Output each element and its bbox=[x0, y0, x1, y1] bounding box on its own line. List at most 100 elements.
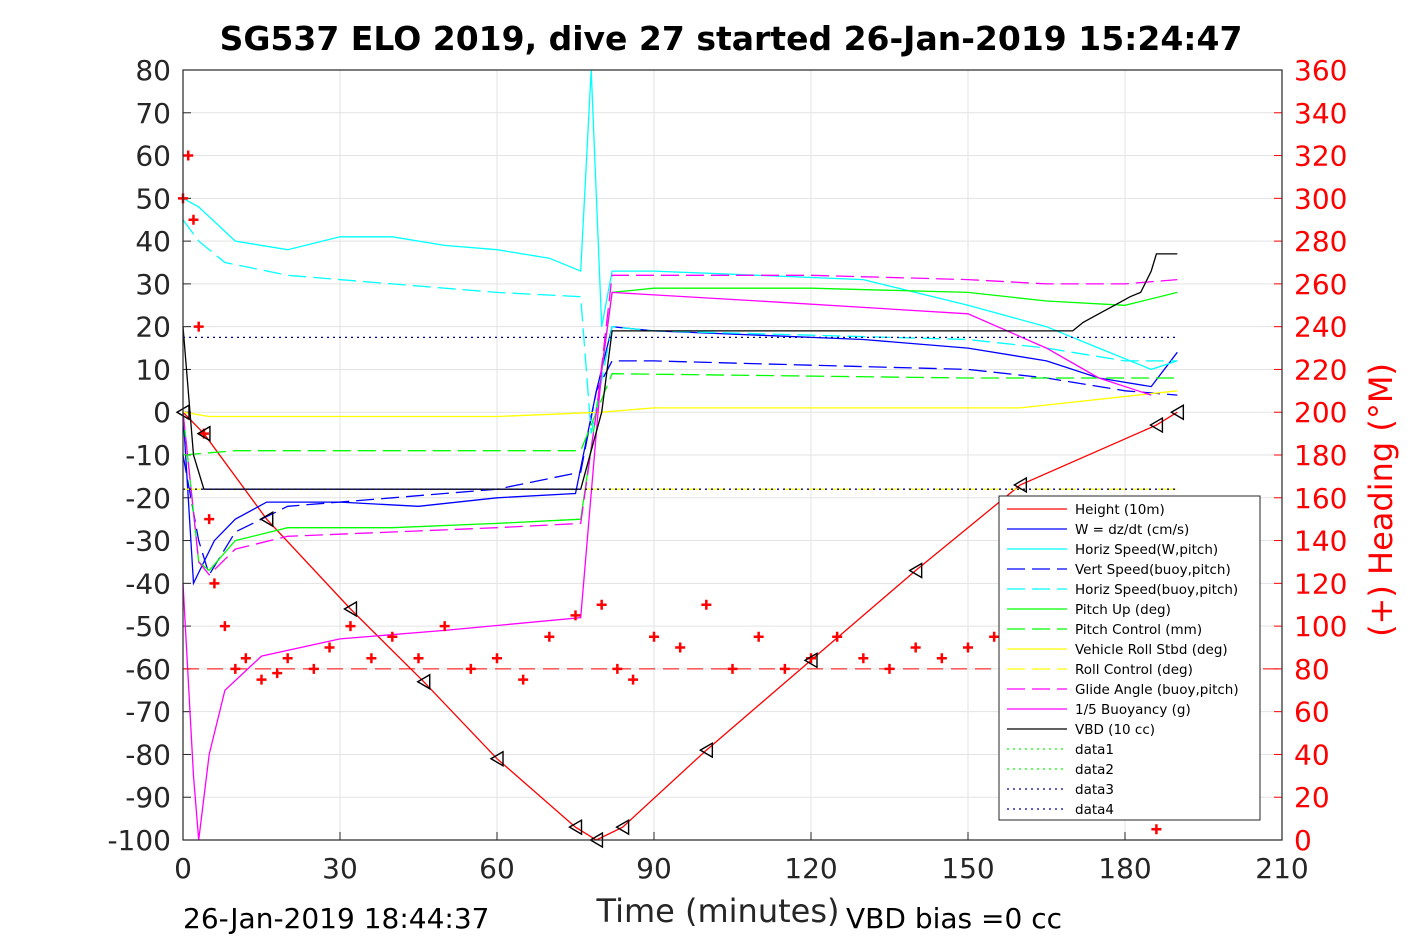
heading-point bbox=[518, 674, 529, 685]
heading-point bbox=[884, 663, 895, 674]
footer-timestamp: 26-Jan-2019 18:44:37 bbox=[183, 902, 489, 935]
axes-box bbox=[182, 69, 1283, 841]
y-tick-label: 40 bbox=[135, 225, 171, 258]
heading-point bbox=[858, 653, 869, 664]
heading-point bbox=[366, 653, 377, 664]
x-tick-label: 180 bbox=[1098, 852, 1151, 885]
y-tick-label: -20 bbox=[125, 482, 171, 515]
y-tick-label: -60 bbox=[125, 653, 171, 686]
x-tick-label: 210 bbox=[1255, 852, 1308, 885]
heading-point bbox=[308, 663, 319, 674]
heading-point bbox=[230, 663, 241, 674]
y-tick-label: 10 bbox=[135, 353, 171, 386]
y-right-tick-label: 360 bbox=[1294, 54, 1347, 87]
heading-point bbox=[465, 663, 476, 674]
y-tick-label: -30 bbox=[125, 525, 171, 558]
height-marker bbox=[343, 600, 358, 618]
heading-point bbox=[282, 653, 293, 664]
y-right-tick-label: 280 bbox=[1294, 225, 1347, 258]
heading-point bbox=[612, 663, 623, 674]
height-marker bbox=[908, 562, 923, 579]
y-tick-label: -100 bbox=[107, 824, 171, 857]
legend-label: Pitch Up (deg) bbox=[1075, 602, 1171, 618]
legend-label: Height (10m) bbox=[1075, 502, 1165, 518]
y-right-tick-label: 20 bbox=[1294, 781, 1330, 814]
heading-point bbox=[832, 631, 843, 642]
height-marker bbox=[698, 741, 714, 759]
legend-label: Glide Angle (buoy,pitch) bbox=[1075, 682, 1239, 698]
legend-label: VBD (10 cc) bbox=[1075, 722, 1155, 738]
y-right-tick-label: 160 bbox=[1294, 482, 1347, 515]
heading-point bbox=[675, 642, 686, 653]
legend-label: Roll Control (deg) bbox=[1075, 662, 1193, 678]
heading-point bbox=[188, 214, 199, 225]
y-tick-label: 80 bbox=[135, 54, 171, 87]
y-tick-label: 30 bbox=[135, 268, 171, 301]
y-tick-label: -90 bbox=[125, 781, 171, 814]
y-right-tick-label: 0 bbox=[1294, 824, 1312, 857]
y-tick-label: 50 bbox=[135, 182, 171, 215]
legend: Height (10m) W = dz/dt (cm/s) Horiz Speed(… bbox=[998, 495, 1261, 821]
height-marker bbox=[416, 673, 431, 690]
y-right-tick-label: 60 bbox=[1294, 696, 1330, 729]
height-marker bbox=[489, 750, 504, 767]
y-tick-label: -80 bbox=[125, 738, 171, 771]
heading-point bbox=[779, 663, 790, 674]
height-marker bbox=[1169, 404, 1185, 421]
legend-label: data3 bbox=[1075, 782, 1114, 798]
heading-point bbox=[240, 653, 251, 664]
y-right-tick-label: 40 bbox=[1294, 738, 1330, 771]
heading-point bbox=[989, 631, 1000, 642]
y-tick-label: -50 bbox=[125, 610, 171, 643]
legend-label: data4 bbox=[1075, 802, 1114, 818]
x-tick-label: 0 bbox=[174, 852, 192, 885]
height-marker bbox=[196, 425, 211, 442]
heading-point bbox=[272, 668, 283, 679]
y-right-tick-label: 320 bbox=[1294, 140, 1347, 173]
y-tick-label: 70 bbox=[135, 97, 171, 130]
legend-box bbox=[998, 495, 1261, 821]
heading-point bbox=[256, 674, 267, 685]
heading-point bbox=[544, 631, 555, 642]
heading-point bbox=[701, 599, 712, 610]
heading-point bbox=[345, 621, 356, 632]
y-right-tick-label: 180 bbox=[1294, 439, 1347, 472]
footer-vbd-bias: VBD bias =0 cc bbox=[846, 902, 1062, 935]
height-marker bbox=[259, 510, 274, 528]
y-right-tick-label: 80 bbox=[1294, 653, 1330, 686]
heading-point bbox=[727, 663, 738, 674]
y-tick-label: 60 bbox=[135, 140, 171, 173]
y-right-tick-label: 120 bbox=[1294, 567, 1347, 600]
heading-point bbox=[963, 642, 973, 653]
heading-point bbox=[649, 631, 659, 642]
legend-label: Vert Speed(buoy,pitch) bbox=[1075, 562, 1231, 578]
height-marker bbox=[1012, 476, 1028, 494]
x-tick-label: 30 bbox=[322, 852, 358, 885]
height-marker bbox=[803, 652, 818, 669]
chart-title: SG537 ELO 2019, dive 27 started 26-Jan-2… bbox=[220, 19, 1243, 58]
heading-point bbox=[324, 642, 335, 653]
series-line-9 bbox=[182, 274, 1178, 576]
heading-point bbox=[753, 631, 764, 642]
y-right-tick-label: 260 bbox=[1294, 268, 1347, 301]
y-right-tick-label: 340 bbox=[1294, 97, 1347, 130]
heading-point bbox=[1151, 824, 1162, 835]
series-line-3 bbox=[182, 360, 1178, 577]
y-tick-label: -70 bbox=[125, 696, 171, 729]
heading-point bbox=[219, 621, 230, 632]
heading-point bbox=[936, 653, 947, 664]
legend-label: data2 bbox=[1075, 762, 1114, 778]
y-tick-label: -40 bbox=[125, 567, 171, 600]
y-tick-label: 20 bbox=[135, 311, 171, 344]
height-marker bbox=[615, 818, 630, 836]
x-axis: 0 30 60 90 120 150 180 210 bbox=[174, 832, 1309, 885]
heading-point bbox=[209, 578, 220, 589]
heading-point bbox=[910, 642, 921, 653]
y-right-tick-label: 300 bbox=[1294, 182, 1347, 215]
x-tick-label: 60 bbox=[479, 852, 515, 885]
legend-label: Vehicle Roll Stbd (deg) bbox=[1075, 642, 1228, 658]
x-axis-label: Time (minutes) bbox=[596, 892, 840, 930]
y-tick-label: 0 bbox=[153, 396, 171, 429]
legend-label: W = dz/dt (cm/s) bbox=[1075, 522, 1189, 538]
